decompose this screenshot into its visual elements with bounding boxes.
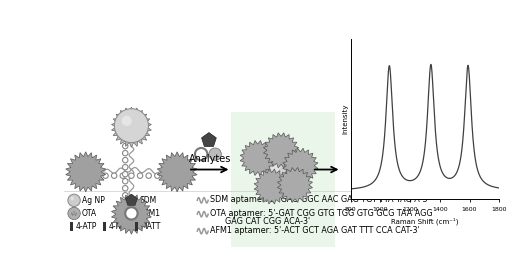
Text: AFM1 aptamer: 5'-ACT GCT AGA GAT TTT CCA CAT-3': AFM1 aptamer: 5'-ACT GCT AGA GAT TTT CCA… xyxy=(210,226,419,235)
Circle shape xyxy=(68,207,80,220)
Text: MATT: MATT xyxy=(141,222,161,231)
Circle shape xyxy=(122,171,128,177)
Circle shape xyxy=(129,173,134,178)
Text: GAG CAT CGG ACA-3': GAG CAT CGG ACA-3' xyxy=(225,217,310,226)
Text: Ag NP: Ag NP xyxy=(82,196,104,205)
Polygon shape xyxy=(230,112,335,247)
Circle shape xyxy=(120,173,125,178)
Polygon shape xyxy=(112,194,152,234)
Polygon shape xyxy=(283,148,318,183)
Circle shape xyxy=(122,157,128,163)
Circle shape xyxy=(125,207,138,220)
Circle shape xyxy=(76,213,77,214)
Polygon shape xyxy=(278,167,312,202)
Circle shape xyxy=(112,173,117,178)
Circle shape xyxy=(122,143,128,149)
Polygon shape xyxy=(263,133,298,168)
Circle shape xyxy=(75,214,76,216)
Circle shape xyxy=(71,197,74,201)
Circle shape xyxy=(264,156,295,186)
Polygon shape xyxy=(240,140,275,175)
FancyBboxPatch shape xyxy=(70,222,73,231)
Circle shape xyxy=(73,213,75,215)
Circle shape xyxy=(121,116,132,126)
Circle shape xyxy=(68,194,80,206)
Text: SDM aptamer: 5'-GAG GGC AAC GAG TGT TTA TAG A-3': SDM aptamer: 5'-GAG GGC AAC GAG TGT TTA … xyxy=(210,195,430,204)
Polygon shape xyxy=(202,133,216,147)
Polygon shape xyxy=(254,169,289,204)
Circle shape xyxy=(122,165,128,170)
Y-axis label: Intensity: Intensity xyxy=(342,104,348,134)
Text: 4-NTP: 4-NTP xyxy=(108,222,131,231)
Circle shape xyxy=(270,162,280,171)
Polygon shape xyxy=(112,107,152,147)
Circle shape xyxy=(73,211,75,213)
Circle shape xyxy=(122,179,128,184)
Polygon shape xyxy=(66,152,105,192)
Circle shape xyxy=(114,109,148,143)
Circle shape xyxy=(209,148,221,160)
FancyBboxPatch shape xyxy=(135,222,138,231)
Text: 4-ATP: 4-ATP xyxy=(76,222,97,231)
Circle shape xyxy=(155,173,160,178)
Text: OTA: OTA xyxy=(82,209,97,218)
Polygon shape xyxy=(157,152,197,192)
Text: Analytes: Analytes xyxy=(188,154,231,164)
Circle shape xyxy=(122,193,128,198)
Text: OTA aptamer: 5'-GAT CGG GTG TGG GTG GCG TAA AGG: OTA aptamer: 5'-GAT CGG GTG TGG GTG GCG … xyxy=(210,209,432,218)
Text: AFM1: AFM1 xyxy=(140,209,161,218)
FancyBboxPatch shape xyxy=(103,222,106,231)
Circle shape xyxy=(72,214,73,216)
X-axis label: Raman Shift (cm⁻¹): Raman Shift (cm⁻¹) xyxy=(391,218,459,225)
Circle shape xyxy=(195,148,207,160)
Circle shape xyxy=(137,173,143,178)
Circle shape xyxy=(71,213,73,214)
Circle shape xyxy=(146,173,152,178)
Circle shape xyxy=(103,173,108,178)
Polygon shape xyxy=(125,194,137,205)
Circle shape xyxy=(122,186,128,191)
Text: SDM: SDM xyxy=(140,196,157,205)
Circle shape xyxy=(122,150,128,156)
